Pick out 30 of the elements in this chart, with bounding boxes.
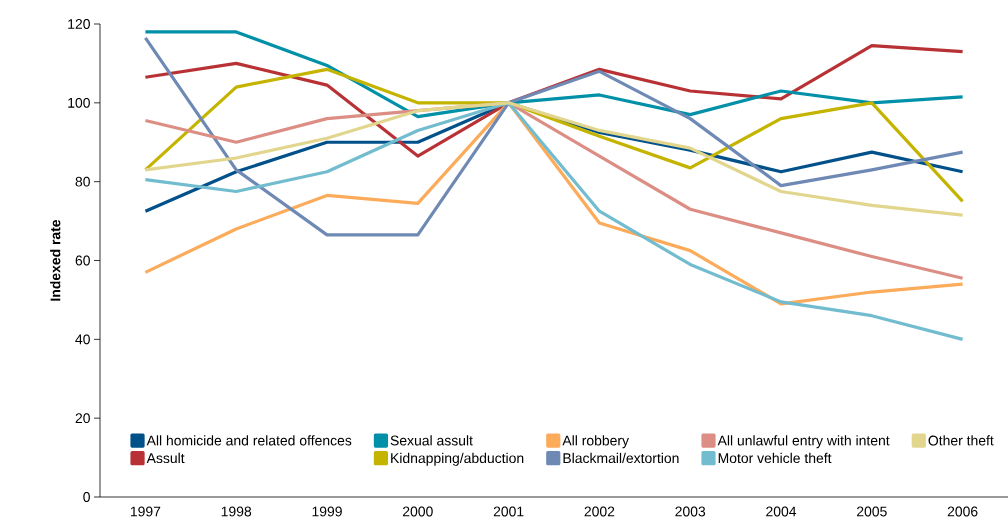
line-series: [143, 30, 965, 119]
legend-label: Motor vehicle theft: [718, 452, 832, 464]
legend-label: Sexual assult: [390, 435, 473, 446]
legend-label: Kidnapping/abduction: [391, 452, 524, 466]
x-tick-label: 1998: [221, 506, 252, 517]
legend-label: Other theft: [928, 435, 994, 446]
legend-label: All robbery: [562, 435, 629, 449]
x-tick-label: 1999: [312, 506, 342, 517]
x-tick-label: 2003: [675, 506, 706, 517]
y-tick-label: 60: [75, 255, 90, 266]
line-series: [143, 67, 965, 203]
x-tick-label: 2006: [947, 506, 978, 517]
x-tick-label: 2005: [857, 506, 887, 517]
x-tick-label: 2002: [584, 506, 615, 517]
y-axis-title: Indexed rate: [50, 219, 61, 301]
x-tick-label: 2000: [403, 506, 433, 517]
y-tick-label: 120: [68, 19, 90, 29]
x-tick-label: 2004: [766, 506, 797, 517]
y-tick-label: 20: [75, 413, 90, 424]
line-series: [143, 36, 965, 237]
x-tick-label: 2001: [493, 506, 524, 517]
y-tick-label: 100: [68, 97, 90, 108]
y-tick-label: 40: [75, 334, 90, 345]
y-tick-label: 0: [83, 492, 90, 502]
legend-label: Assult: [146, 452, 185, 464]
y-tick-label: 80: [75, 176, 90, 187]
legend-label: Blackmail/extortion: [563, 452, 679, 464]
x-tick-label: 1997: [130, 506, 161, 517]
legend-label: All homicide and related offences: [146, 435, 352, 446]
legend-label: All unlawful entry with intent: [717, 435, 890, 449]
